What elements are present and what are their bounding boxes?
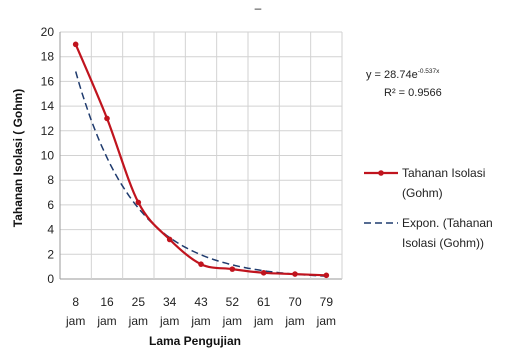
x-tick-label: jam [190, 314, 210, 328]
y-tick-label: 2 [47, 247, 54, 261]
x-tick-labels: 8 jam 16 jam 25 jam 34 jam 43 jam 52 jam 61 jam 70 jam 7… [65, 295, 336, 328]
y-tick-label: 8 [47, 173, 54, 187]
y-tick-label: 6 [47, 198, 54, 212]
x-axis-title: Lama Pengujian [149, 334, 241, 348]
series-layer [72, 41, 330, 279]
data-point [198, 261, 204, 267]
top-mark: – [255, 1, 262, 15]
data-point [292, 271, 298, 277]
x-tick-label: 8 [72, 295, 79, 309]
x-tick-label: jam [222, 314, 242, 328]
x-tick-label: 25 [132, 295, 146, 309]
x-tick-label: 61 [257, 295, 271, 309]
y-tick-label: 14 [41, 99, 55, 113]
legend-label-trend: Isolasi (Gohm)) [402, 236, 484, 250]
data-point [135, 199, 142, 206]
x-tick-label: 16 [100, 295, 114, 309]
y-tick-label: 4 [47, 223, 54, 237]
main-series-line [74, 43, 327, 277]
legend-marker-main [378, 170, 384, 176]
legend: Tahanan Isolasi (Gohm) Expon. (Tahanan Isol… [364, 166, 493, 250]
trendline-series [74, 71, 327, 277]
legend-label-main: Tahanan Isolasi [402, 166, 485, 180]
x-tick-label: jam [96, 314, 116, 328]
x-tick-label: 52 [226, 295, 240, 309]
data-point [72, 41, 79, 48]
data-point [104, 115, 110, 122]
equation-base: y = 28.74e [366, 69, 418, 81]
y-tick-label: 18 [41, 50, 55, 64]
data-point [323, 272, 330, 279]
data-point [260, 270, 267, 276]
x-tick-label: 43 [194, 295, 208, 309]
x-tick-label: jam [128, 314, 148, 328]
x-tick-label: jam [253, 314, 273, 328]
x-tick-label: jam [284, 314, 304, 328]
legend-label-main: (Gohm) [402, 186, 443, 200]
x-tick-label: 34 [163, 295, 177, 309]
y-tick-label: 16 [41, 74, 55, 88]
svg-text:y = 28.74e-0.537x: y = 28.74e-0.537x [366, 68, 440, 81]
y-tick-labels: 0 2 4 6 8 10 12 14 16 18 20 [41, 25, 55, 286]
equation-exponent: -0.537x [418, 68, 440, 75]
x-tick-label: 70 [288, 295, 302, 309]
data-point [166, 236, 173, 243]
x-tick-label: jam [159, 314, 179, 328]
y-tick-label: 12 [41, 124, 55, 138]
legend-label-trend: Expon. (Tahanan [402, 216, 493, 230]
r-squared-label: R² = 0.9566 [384, 87, 442, 99]
y-tick-label: 20 [41, 25, 55, 39]
gridlines [59, 31, 343, 280]
y-tick-label: 0 [47, 272, 54, 286]
y-axis-title: Tahanan Isolasi ( Gohm) [11, 89, 25, 227]
data-point [229, 266, 236, 272]
trendline-equation: y = 28.74e-0.537x R² = 0.9566 [366, 68, 442, 99]
x-tick-label: jam [65, 314, 85, 328]
x-tick-label: jam [316, 314, 336, 328]
y-tick-label: 10 [41, 149, 55, 163]
x-tick-label: 79 [320, 295, 334, 309]
